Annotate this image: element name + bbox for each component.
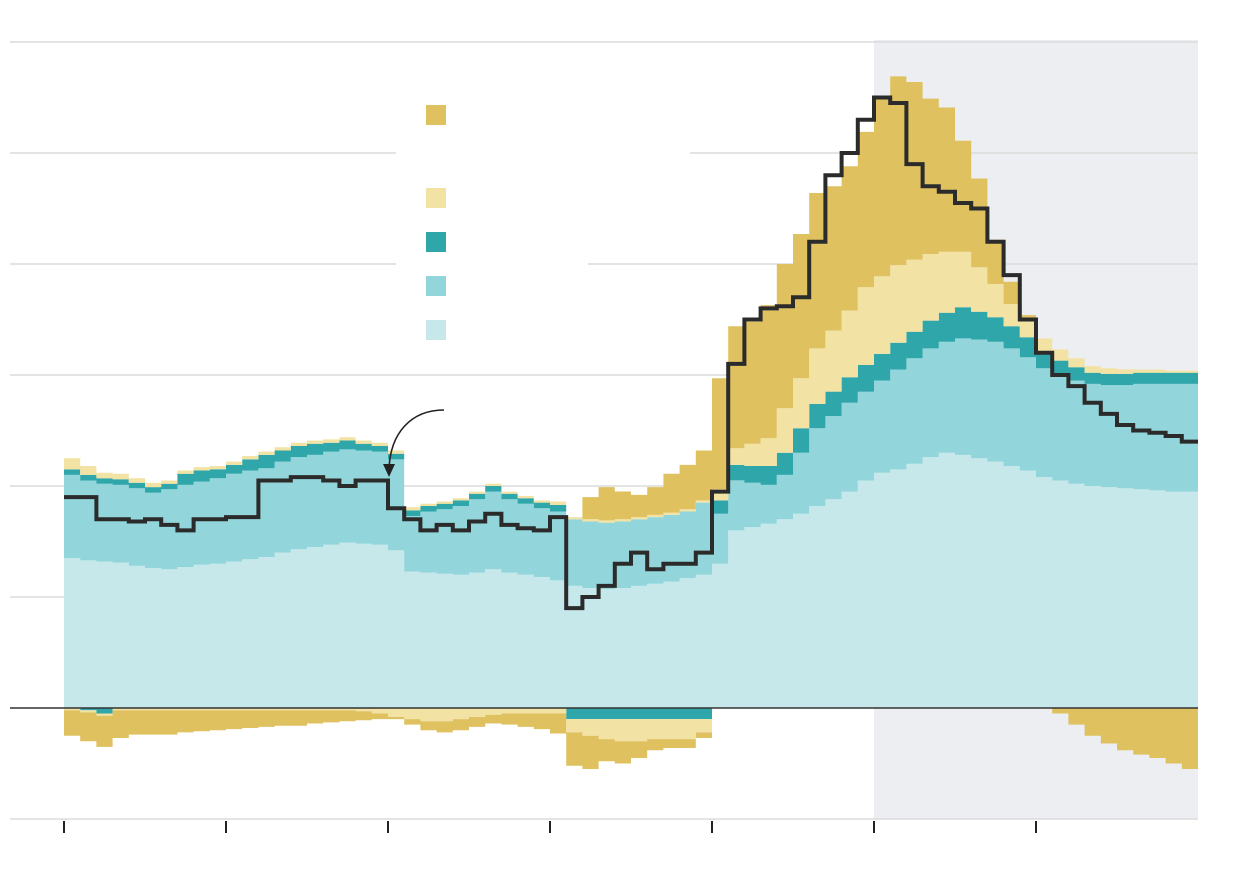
annotation <box>383 409 445 477</box>
legend-swatch <box>426 276 446 296</box>
negative-area-series-s4 <box>64 708 1198 742</box>
annotation-arrow <box>388 409 445 471</box>
legend-swatch <box>426 320 446 340</box>
area-series-s2 <box>64 338 1198 590</box>
legend-backing <box>396 160 588 360</box>
area-series-s1 <box>64 452 1198 708</box>
legend-swatch <box>426 105 446 125</box>
total-line <box>64 95 1198 611</box>
x-axis-ticks <box>63 821 1037 833</box>
negative-area-series-s5 <box>64 708 1198 769</box>
legend-swatch <box>426 188 446 208</box>
annotation-arrowhead <box>383 464 395 477</box>
legend <box>396 80 690 360</box>
area-series-s5 <box>64 76 1198 521</box>
total-line-group <box>64 95 1198 611</box>
legend-swatch <box>426 232 446 252</box>
stacked-areas <box>64 76 1198 769</box>
area-series-s4 <box>64 251 1198 523</box>
negative-area-series-s3 <box>64 708 1198 720</box>
